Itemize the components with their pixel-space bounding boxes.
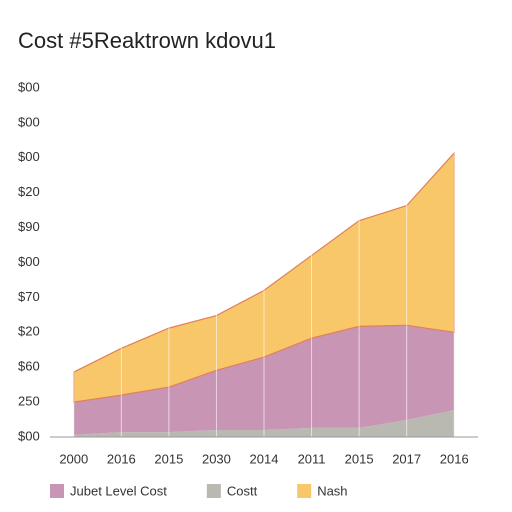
y-tick-label: $60 bbox=[18, 359, 40, 374]
y-tick-label: $00 bbox=[18, 149, 40, 164]
legend-swatch bbox=[50, 484, 64, 498]
legend-swatch bbox=[206, 484, 221, 498]
legend-label: Costt bbox=[227, 483, 258, 498]
y-tick-label: 250 bbox=[18, 394, 40, 409]
y-tick-label: $90 bbox=[18, 219, 40, 234]
y-tick-label: $20 bbox=[18, 324, 40, 339]
legend-label: Nash bbox=[317, 483, 347, 498]
x-tick-label: 2011 bbox=[298, 451, 326, 466]
y-tick-label: $00 bbox=[18, 79, 40, 94]
x-tick-label: 2014 bbox=[250, 451, 279, 466]
x-tick-label: 2015 bbox=[154, 451, 183, 466]
y-tick-label: $00 bbox=[18, 428, 40, 443]
legend-label: Jubet Level Cost bbox=[70, 483, 167, 498]
y-tick-label: $20 bbox=[18, 184, 40, 199]
x-tick-label: 2000 bbox=[59, 451, 88, 466]
x-tick-label: 2030 bbox=[202, 451, 231, 466]
x-tick-label: 2016 bbox=[440, 451, 469, 466]
x-tick-label: 2017 bbox=[392, 451, 421, 466]
legend-swatch bbox=[297, 484, 312, 498]
chart-title: Cost #5Reaktrown kdovu1 bbox=[18, 28, 276, 53]
y-tick-label: $00 bbox=[18, 114, 40, 129]
y-tick-label: $00 bbox=[18, 254, 40, 269]
x-tick-label: 2016 bbox=[107, 451, 136, 466]
y-tick-label: $70 bbox=[18, 289, 40, 304]
x-tick-label: 2015 bbox=[345, 451, 374, 466]
